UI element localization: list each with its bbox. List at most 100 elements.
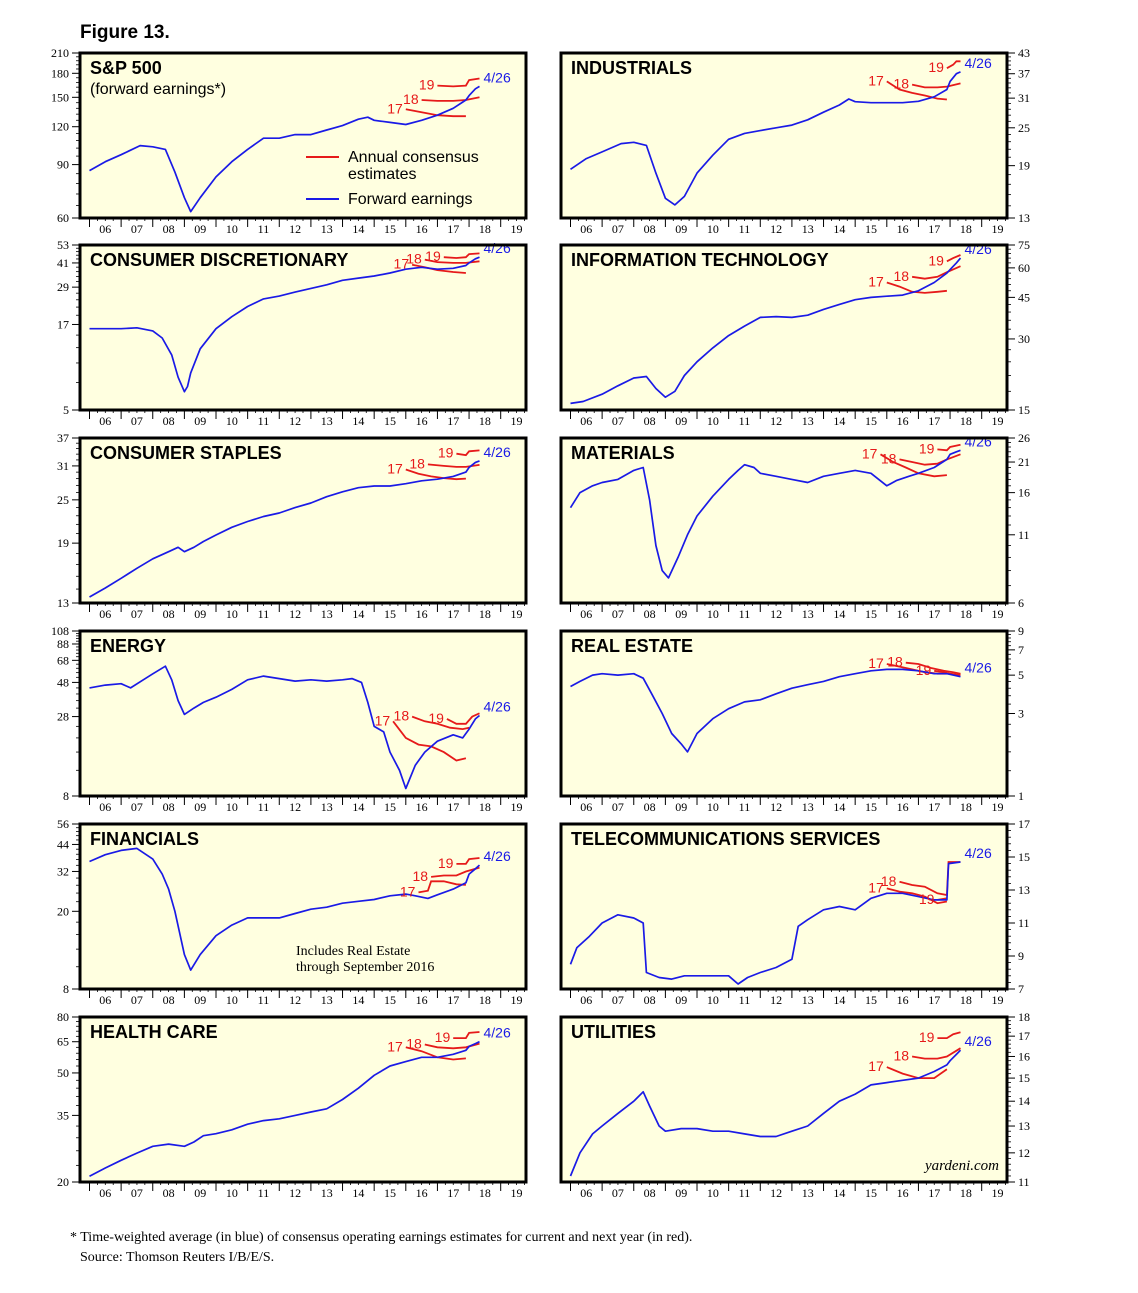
x-tick-label: 09 <box>194 1186 206 1200</box>
y-tick-label: 45 <box>1018 290 1030 304</box>
consensus-line-17 <box>405 468 466 481</box>
x-tick-label: 07 <box>612 800 624 814</box>
x-tick-label: 15 <box>865 1186 877 1200</box>
panel-financials: 06 07 08 09 10 11 12 13 14 15 16 17 18 19820324456171… <box>57 817 528 1007</box>
forward-earnings-line <box>89 256 480 393</box>
x-tick-label: 11 <box>258 800 270 814</box>
consensus-label-17: 17 <box>868 655 884 671</box>
x-tick-label: 07 <box>131 414 143 428</box>
forward-earnings-line <box>89 1040 480 1177</box>
x-tick-label: 16 <box>897 800 909 814</box>
x-tick-label: 17 <box>447 800 459 814</box>
panel-title: CONSUMER STAPLES <box>90 443 282 463</box>
x-tick-label: 06 <box>580 222 592 236</box>
x-tick-label: 12 <box>289 222 301 236</box>
figure-title: Figure 13. <box>80 22 170 43</box>
x-tick-label: 07 <box>612 607 624 621</box>
x-tick-label: 17 <box>928 993 940 1007</box>
x-tick-label: 11 <box>258 1186 270 1200</box>
x-tick-label: 15 <box>384 222 396 236</box>
y-tick-label: 65 <box>57 1035 69 1049</box>
x-tick-label: 10 <box>226 414 238 428</box>
x-tick-label: 16 <box>416 1186 428 1200</box>
x-tick-label: 08 <box>644 607 656 621</box>
x-tick-label: 10 <box>226 1186 238 1200</box>
x-tick-label: 06 <box>580 800 592 814</box>
panel-energy: 06 07 08 09 10 11 12 13 14 15 16 17 18 19828486888108… <box>51 624 528 814</box>
consensus-line-18 <box>905 661 961 675</box>
x-tick-label: 08 <box>644 993 656 1007</box>
plot-area <box>80 53 526 218</box>
y-tick-label: 44 <box>57 837 69 851</box>
x-tick-label: 18 <box>960 607 972 621</box>
x-tick-label: 18 <box>960 1186 972 1200</box>
consensus-label-19: 19 <box>916 662 932 678</box>
source-text: Source: Thomson Reuters I/B/E/S. <box>80 1250 275 1265</box>
date-label: 4/26 <box>965 660 992 676</box>
x-tick-label: 08 <box>163 800 175 814</box>
consensus-line-19 <box>946 254 961 263</box>
y-tick-label: 14 <box>1018 1094 1030 1108</box>
x-tick-label: 17 <box>928 607 940 621</box>
x-tick-label: 09 <box>675 993 687 1007</box>
panel-title: S&P 500 <box>90 58 162 78</box>
x-tick-label: 19 <box>511 993 523 1007</box>
consensus-label-17: 17 <box>868 274 884 290</box>
x-tick-label: 09 <box>194 414 206 428</box>
panel-title: INFORMATION TECHNOLOGY <box>571 250 829 270</box>
consensus-label-18: 18 <box>409 455 425 471</box>
consensus-label-19: 19 <box>928 252 944 268</box>
y-tick-label: 17 <box>1018 1029 1030 1043</box>
forward-earnings-line <box>569 449 961 579</box>
x-tick-label: 08 <box>163 993 175 1007</box>
x-tick-label: 08 <box>644 800 656 814</box>
consensus-line-19 <box>443 252 480 259</box>
x-tick-label: 10 <box>707 800 719 814</box>
x-tick-label: 14 <box>833 607 845 621</box>
consensus-line-18 <box>911 265 961 280</box>
consensus-label-18: 18 <box>894 268 910 284</box>
panel-consumer-discretionary: 06 07 08 09 10 11 12 13 14 15 16 17 18 19517294153171… <box>57 238 528 428</box>
panel-frame <box>559 1015 1009 1184</box>
panel-telecommunications-services: 06 07 08 09 10 11 12 13 14 15 16 17 18 19791113151717… <box>559 817 1030 1007</box>
consensus-line-17 <box>886 281 947 294</box>
y-tick-label: 56 <box>57 817 69 831</box>
date-label: 4/26 <box>484 444 511 460</box>
forward-earnings-line <box>89 847 481 971</box>
consensus-line-17 <box>886 887 948 905</box>
x-tick-label: 09 <box>194 800 206 814</box>
x-tick-label: 12 <box>289 607 301 621</box>
y-tick-label: 12 <box>1018 1146 1030 1160</box>
y-tick-label: 43 <box>1018 46 1030 60</box>
y-tick-label: 41 <box>57 256 69 270</box>
y-tick-label: 80 <box>57 1010 69 1024</box>
x-tick-label: 10 <box>707 993 719 1007</box>
consensus-line-18 <box>411 715 470 731</box>
y-tick-label: 5 <box>63 403 69 417</box>
plot-area <box>80 1017 526 1182</box>
panel-frame <box>78 1015 528 1184</box>
panel-title: REAL ESTATE <box>571 636 693 656</box>
consensus-line-19 <box>456 857 480 865</box>
panel-subtitle: (forward earnings*) <box>90 81 226 98</box>
y-tick-label: 26 <box>1018 431 1030 445</box>
x-tick-label: 13 <box>321 800 333 814</box>
x-tick-label: 09 <box>675 414 687 428</box>
panel-title: MATERIALS <box>571 443 675 463</box>
x-tick-label: 13 <box>321 993 333 1007</box>
x-tick-label: 07 <box>131 222 143 236</box>
x-tick-label: 11 <box>739 800 751 814</box>
x-tick-label: 08 <box>163 414 175 428</box>
x-tick-label: 07 <box>131 993 143 1007</box>
consensus-line-19 <box>453 1031 480 1039</box>
x-tick-label: 15 <box>865 222 877 236</box>
y-tick-label: 75 <box>1018 238 1030 252</box>
consensus-line-18 <box>911 82 961 89</box>
panel-frame <box>78 51 528 220</box>
x-tick-label: 07 <box>131 1186 143 1200</box>
forward-earnings-line <box>89 665 481 790</box>
consensus-line-17 <box>418 880 466 894</box>
x-tick-label: 17 <box>447 607 459 621</box>
y-tick-label: 32 <box>57 864 69 878</box>
